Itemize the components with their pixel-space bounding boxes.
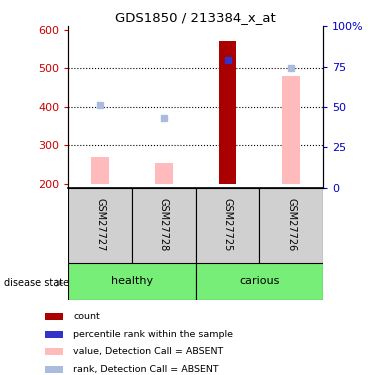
Text: healthy: healthy bbox=[111, 276, 153, 286]
Text: disease state: disease state bbox=[4, 278, 69, 288]
Text: GSM27725: GSM27725 bbox=[223, 198, 233, 252]
Text: count: count bbox=[73, 312, 100, 321]
Bar bbox=[68, 262, 196, 300]
Text: rank, Detection Call = ABSENT: rank, Detection Call = ABSENT bbox=[73, 365, 219, 374]
Bar bbox=[45, 348, 63, 355]
Text: GSM27726: GSM27726 bbox=[286, 198, 296, 252]
Bar bbox=[45, 366, 63, 373]
Bar bbox=[45, 313, 63, 320]
Text: GSM27728: GSM27728 bbox=[159, 198, 169, 252]
Bar bbox=[132, 188, 196, 262]
Text: percentile rank within the sample: percentile rank within the sample bbox=[73, 330, 233, 339]
Text: carious: carious bbox=[239, 276, 280, 286]
Bar bbox=[282, 76, 300, 184]
Text: value, Detection Call = ABSENT: value, Detection Call = ABSENT bbox=[73, 347, 223, 356]
Text: GSM27727: GSM27727 bbox=[95, 198, 105, 252]
Bar bbox=[155, 164, 173, 184]
Bar bbox=[218, 41, 236, 184]
Bar bbox=[259, 188, 323, 262]
Title: GDS1850 / 213384_x_at: GDS1850 / 213384_x_at bbox=[115, 11, 276, 24]
Bar bbox=[68, 188, 132, 262]
Bar bbox=[45, 331, 63, 338]
Bar bbox=[196, 188, 259, 262]
Bar bbox=[91, 157, 109, 184]
Bar bbox=[196, 262, 323, 300]
